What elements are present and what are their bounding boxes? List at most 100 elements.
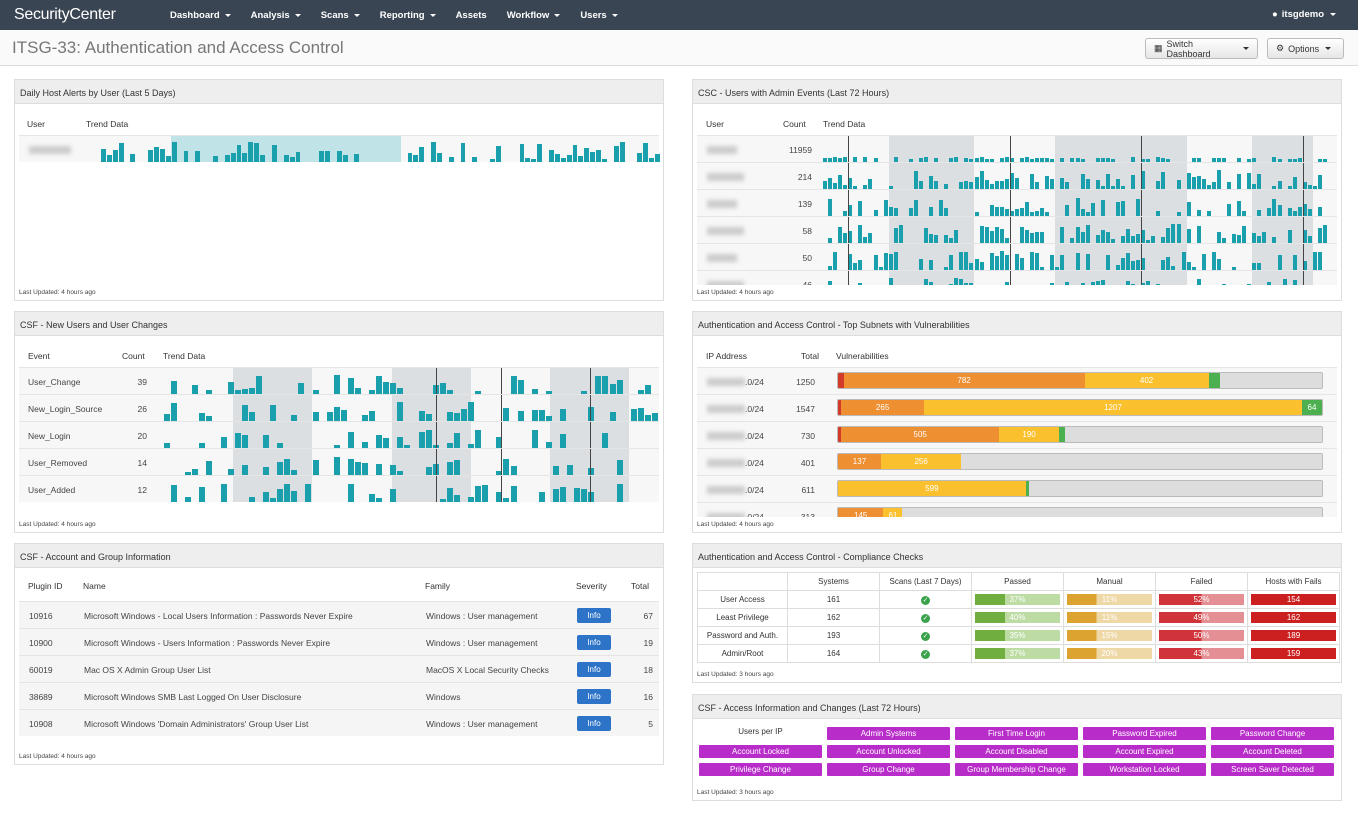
passed-bar[interactable]: 37% bbox=[975, 648, 1060, 659]
table-row[interactable]: 10916 Microsoft Windows - Local Users Inf… bbox=[19, 601, 659, 628]
access-change-workstation-locked[interactable]: Workstation Locked bbox=[1083, 763, 1206, 776]
nav-item-analysis[interactable]: Analysis bbox=[241, 10, 311, 21]
trend-bar bbox=[979, 226, 984, 243]
access-change-account-unlocked[interactable]: Account Unlocked bbox=[827, 745, 950, 758]
failed-bar[interactable]: 49% bbox=[1159, 612, 1244, 623]
user-menu[interactable]: ● itsgdemo bbox=[1272, 9, 1336, 20]
access-change-account-locked[interactable]: Account Locked bbox=[699, 745, 822, 758]
table-row[interactable]: User Access 161 ✓ 37% 11% 52% 154 bbox=[697, 590, 1340, 609]
access-change-account-disabled[interactable]: Account Disabled bbox=[955, 745, 1078, 758]
trend-bar bbox=[1191, 158, 1196, 162]
vuln-stacked-bar[interactable]: 145 61 bbox=[837, 507, 1323, 517]
access-change-account-expired[interactable]: Account Expired bbox=[1083, 745, 1206, 758]
manual-bar[interactable]: 20% bbox=[1067, 648, 1152, 659]
nav-item-workflow[interactable]: Workflow bbox=[497, 10, 571, 21]
table-row[interactable]: 60019 Mac OS X Admin Group User List MacOS… bbox=[19, 655, 659, 682]
nav-item-assets[interactable]: Assets bbox=[446, 10, 497, 21]
severity-badge[interactable]: Info bbox=[577, 635, 611, 650]
table-row[interactable]: 10908 Microsoft Windows 'Domain Administr… bbox=[19, 709, 659, 736]
table-row[interactable]: .0/24 611 599 bbox=[697, 475, 1337, 502]
table-row[interactable]: 139 bbox=[697, 189, 1337, 216]
table-row[interactable]: New_Login 20 bbox=[19, 421, 659, 448]
access-change-account-deleted[interactable]: Account Deleted bbox=[1211, 745, 1334, 758]
vuln-stacked-bar[interactable]: 599 bbox=[837, 480, 1323, 497]
failed-bar[interactable]: 52% bbox=[1159, 594, 1244, 605]
access-change-password-expired[interactable]: Password Expired bbox=[1083, 727, 1206, 740]
table-row[interactable]: 214 bbox=[697, 162, 1337, 189]
access-change-password-change[interactable]: Password Change bbox=[1211, 727, 1334, 740]
table-row[interactable]: .0/24 1547 265 1207 64 bbox=[697, 394, 1337, 421]
table-row[interactable]: .0/24 730 505 190 bbox=[697, 421, 1337, 448]
passed-bar[interactable]: 40% bbox=[975, 612, 1060, 623]
trend-bar bbox=[934, 158, 939, 162]
access-change-admin-systems[interactable]: Admin Systems bbox=[827, 727, 950, 740]
trend-bar bbox=[419, 147, 425, 162]
hosts-with-fails[interactable]: 154 bbox=[1251, 594, 1336, 605]
access-change-first-time-login[interactable]: First Time Login bbox=[955, 727, 1078, 740]
vuln-stacked-bar[interactable]: 505 190 bbox=[837, 426, 1323, 443]
vuln-stacked-bar[interactable]: 265 1207 64 bbox=[837, 399, 1323, 416]
severity-badge[interactable]: Info bbox=[577, 689, 611, 704]
trend-bar bbox=[1009, 211, 1014, 216]
last-updated: Last Updated: 4 hours ago bbox=[19, 521, 96, 528]
options-button[interactable]: ⚙ Options bbox=[1267, 38, 1344, 59]
panel-title: CSC - Users with Admin Events (Last 72 H… bbox=[693, 80, 1341, 104]
trend-bar bbox=[929, 176, 934, 189]
trend-bar bbox=[213, 156, 218, 162]
nav-item-dashboard[interactable]: Dashboard bbox=[160, 10, 241, 21]
trend-bar bbox=[1105, 174, 1110, 189]
trend-bar bbox=[369, 411, 376, 421]
table-row[interactable]: User_Change 39 bbox=[19, 367, 659, 394]
vuln-stacked-bar[interactable]: 137 256 bbox=[837, 453, 1323, 470]
users-per-ip-label[interactable]: Users per IP bbox=[738, 727, 783, 736]
nav-item-users[interactable]: Users bbox=[570, 10, 627, 21]
trend-shade bbox=[1252, 244, 1313, 270]
hosts-with-fails[interactable]: 162 bbox=[1251, 612, 1336, 623]
failed-bar[interactable]: 43% bbox=[1159, 648, 1244, 659]
trend-bar bbox=[918, 158, 923, 162]
hosts-with-fails[interactable]: 159 bbox=[1251, 648, 1336, 659]
trend-bar bbox=[637, 408, 644, 421]
severity-badge[interactable]: Info bbox=[577, 608, 611, 623]
trend-bar bbox=[969, 182, 974, 189]
vuln-segment: 137 bbox=[838, 454, 881, 469]
access-change-screen-saver-detected[interactable]: Screen Saver Detected bbox=[1211, 763, 1334, 776]
table-row[interactable]: 46 bbox=[697, 270, 1337, 285]
manual-bar[interactable]: 15% bbox=[1067, 630, 1152, 641]
severity-badge[interactable]: Info bbox=[577, 716, 611, 731]
trend-bar bbox=[1206, 185, 1211, 189]
trend-bar bbox=[1004, 238, 1009, 243]
table-row[interactable]: .0/24 1250 782 402 bbox=[697, 367, 1337, 394]
nav-item-scans[interactable]: Scans bbox=[311, 10, 370, 21]
table-row[interactable]: Least Privilege 162 ✓ 40% 11% 49% 162 bbox=[697, 608, 1340, 627]
trend-bar bbox=[185, 472, 192, 475]
col-header-severity: Severity bbox=[576, 581, 607, 591]
table-row[interactable]: .0/24 401 137 256 bbox=[697, 448, 1337, 475]
failed-bar[interactable]: 50% bbox=[1159, 630, 1244, 641]
access-change-group-membership-change[interactable]: Group Membership Change bbox=[955, 763, 1078, 776]
severity-badge[interactable]: Info bbox=[577, 662, 611, 677]
table-row[interactable]: User_Added 12 bbox=[19, 475, 659, 502]
switch-dashboard-button[interactable]: ▦ Switch Dashboard bbox=[1145, 38, 1258, 59]
table-row[interactable]: .0/24 313 145 61 bbox=[697, 502, 1337, 517]
access-change-group-change[interactable]: Group Change bbox=[827, 763, 950, 776]
table-row[interactable]: 50 bbox=[697, 243, 1337, 270]
hosts-with-fails[interactable]: 189 bbox=[1251, 630, 1336, 641]
nav-item-reporting[interactable]: Reporting bbox=[370, 10, 446, 21]
access-change-privilege-change[interactable]: Privilege Change bbox=[699, 763, 822, 776]
table-row[interactable]: Admin/Root 164 ✓ 37% 20% 43% 159 bbox=[697, 644, 1340, 663]
manual-bar[interactable]: 11% bbox=[1067, 612, 1152, 623]
table-row[interactable] bbox=[19, 135, 660, 162]
vuln-stacked-bar[interactable]: 782 402 bbox=[837, 372, 1323, 389]
brand-logo[interactable]: SecurityCenter bbox=[14, 6, 116, 23]
table-row[interactable]: 38689 Microsoft Windows SMB Last Logged O… bbox=[19, 682, 659, 709]
table-row[interactable]: 58 bbox=[697, 216, 1337, 243]
table-row[interactable]: 11959 bbox=[697, 135, 1337, 162]
passed-bar[interactable]: 35% bbox=[975, 630, 1060, 641]
table-row[interactable]: New_Login_Source 26 bbox=[19, 394, 659, 421]
passed-bar[interactable]: 37% bbox=[975, 594, 1060, 605]
table-row[interactable]: Password and Auth. 193 ✓ 35% 15% 50% 189 bbox=[697, 626, 1340, 645]
table-row[interactable]: User_Removed 14 bbox=[19, 448, 659, 475]
table-row[interactable]: 10900 Microsoft Windows - Users Informati… bbox=[19, 628, 659, 655]
manual-bar[interactable]: 11% bbox=[1067, 594, 1152, 605]
